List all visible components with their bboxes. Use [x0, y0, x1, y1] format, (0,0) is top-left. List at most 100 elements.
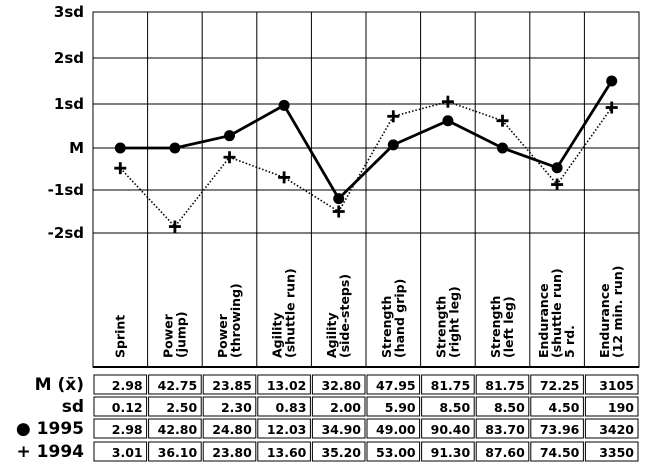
table-cell: 42.80	[158, 422, 198, 437]
table-cell: 72.25	[540, 378, 580, 393]
data-table: M (x̄) 2.98 42.75 23.85 13.02 32.80 47.95 81.75…	[16, 374, 639, 462]
table-cell-box	[584, 441, 639, 462]
table-cell: 23.85	[212, 378, 252, 393]
category-label: Power(throwing)	[215, 283, 243, 358]
table-cell-box	[530, 396, 584, 417]
category-label: Sprint	[112, 315, 127, 358]
category-label-line: (shuttle run)	[549, 268, 564, 358]
category-label: Strength(hand grip)	[379, 279, 407, 358]
table-cell: 49.00	[376, 422, 416, 437]
point-1995	[497, 142, 508, 154]
table-cell: 12.03	[267, 422, 307, 437]
table-cell-box	[421, 441, 475, 462]
point-1994	[605, 101, 618, 114]
table-cell-box	[202, 374, 257, 395]
series-line-1995	[120, 80, 613, 201]
category-label: Endurance(12 min. run)	[597, 266, 625, 358]
y-tick-label: -2sd	[48, 224, 84, 242]
table-cell: 23.80	[212, 445, 252, 460]
table-cell-box	[475, 418, 530, 439]
category-label-line: Strength	[433, 296, 448, 358]
table-cell: 3420	[599, 422, 634, 437]
table-cell-box	[475, 441, 530, 462]
table-cell-box	[148, 374, 202, 395]
y-tick-label: 2sd	[54, 49, 84, 67]
point-1994	[114, 162, 127, 175]
table-cell-box	[366, 441, 421, 462]
category-label-line: (throwing)	[228, 283, 243, 358]
table-cell: 90.40	[431, 422, 471, 437]
table-cell: 2.98	[112, 378, 143, 393]
category-labels: Sprint Power(jump) Power(throwing) Agility(…	[112, 266, 625, 358]
point-1995	[333, 193, 345, 205]
category-label-line: 5 rd.	[562, 325, 577, 358]
category-label: Power(jump)	[160, 311, 188, 358]
table-cell: 74.50	[540, 445, 580, 460]
point-1995	[278, 99, 290, 111]
category-label-line: Power	[215, 313, 230, 358]
table-cell-box	[257, 396, 311, 417]
table-cell: 35.20	[321, 445, 361, 460]
y-tick-label: M	[69, 139, 84, 157]
table-row-label: M (x̄)	[35, 375, 84, 395]
table-row-label: ● 1995	[16, 419, 84, 439]
table-cell: 32.80	[321, 378, 361, 393]
table-cell: 73.96	[540, 422, 580, 437]
table-cell-box	[421, 396, 475, 417]
series-line-1994	[119, 100, 613, 228]
category-label-line: (12 min. run)	[610, 266, 625, 358]
category-label: Agility(side-steps)	[324, 274, 352, 358]
category-label-line: (side-steps)	[337, 274, 352, 358]
table-cell: 24.80	[212, 422, 252, 437]
category-label-line: Power	[160, 313, 175, 358]
table-cell-box	[202, 396, 257, 417]
plot-grid	[92, 11, 640, 368]
point-1995	[224, 130, 235, 142]
y-axis-ticks: 3sd 2sd 1sd M -1sd -2sd	[48, 3, 84, 242]
table-cell: 2.50	[166, 400, 197, 415]
table-cell: 190	[608, 400, 634, 415]
table-cell: 2.98	[112, 422, 143, 437]
table-cell-box	[421, 374, 475, 395]
point-1995	[114, 142, 126, 154]
point-1994	[551, 178, 564, 191]
table-cell: 8.50	[439, 400, 470, 415]
series-lines	[119, 80, 613, 228]
table-cell-box	[202, 418, 257, 439]
table-cell: 5.90	[385, 400, 416, 415]
table-cell: 87.60	[485, 445, 525, 460]
category-label-line: (hand grip)	[392, 279, 407, 358]
table-cell: 4.50	[549, 400, 580, 415]
table-cell: 8.50	[494, 400, 525, 415]
category-label: Strength(right leg)	[433, 286, 461, 358]
table-cell-box	[475, 396, 530, 417]
category-label: Strength(left leg)	[488, 296, 516, 358]
category-label-line: Strength	[488, 296, 503, 358]
table-cell-box	[584, 374, 639, 395]
category-label-line: (shuttle run)	[283, 268, 298, 358]
point-1994	[387, 110, 400, 123]
table-cell: 3.01	[112, 445, 143, 460]
table-cell-box	[530, 441, 584, 462]
category-label: Agility(shuttle run)	[270, 268, 298, 358]
category-label-line: Agility	[270, 312, 285, 358]
table-cell-box	[93, 396, 148, 417]
table-cell-box	[584, 418, 639, 439]
series-markers	[114, 75, 618, 233]
table-cell-box	[257, 374, 311, 395]
y-tick-label: 3sd	[54, 3, 84, 21]
table-row-label: + 1994	[17, 442, 85, 462]
table-cell: 0.12	[112, 400, 143, 415]
point-1995	[169, 142, 181, 154]
table-cell-box	[366, 374, 421, 395]
table-cell: 0.83	[276, 400, 307, 415]
point-1994	[278, 171, 291, 184]
table-cell: 36.10	[158, 445, 198, 460]
table-cell: 34.90	[321, 422, 361, 437]
table-cell-box	[148, 396, 202, 417]
point-1995	[551, 162, 563, 174]
category-label-line: (jump)	[173, 311, 188, 358]
category-label: Endurance(shuttle run)5 rd.	[536, 268, 577, 358]
category-label-line: Agility	[324, 312, 339, 358]
